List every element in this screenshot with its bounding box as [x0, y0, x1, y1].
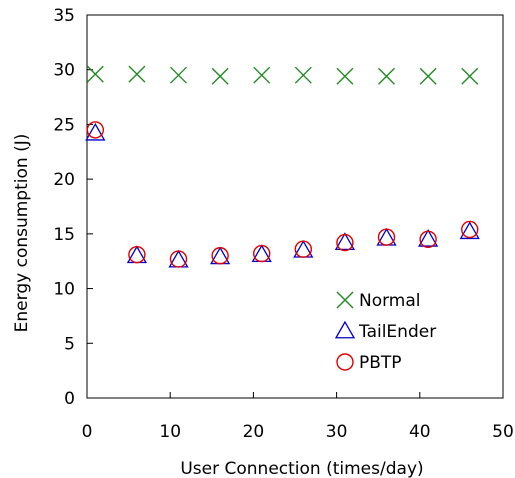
x-tick-label: 10	[159, 422, 181, 442]
legend-marker-normal	[337, 292, 353, 308]
x-tick-label: 50	[492, 422, 514, 442]
y-tick-label: 25	[53, 115, 75, 135]
x-tick-label: 30	[326, 422, 348, 442]
data-point-pbtp	[129, 247, 145, 263]
data-point-normal	[212, 68, 228, 84]
plot-area	[87, 15, 503, 398]
data-point-normal	[129, 66, 145, 82]
x-tick-label: 0	[82, 422, 93, 442]
x-tick-label: 20	[243, 422, 265, 442]
data-point-pbtp	[379, 229, 395, 245]
y-tick-label: 15	[53, 225, 75, 245]
y-tick-label: 30	[53, 61, 75, 81]
data-point-normal	[295, 67, 311, 83]
data-point-normal	[171, 67, 187, 83]
legend-label-pbtp: PBTP	[359, 353, 402, 373]
data-point-pbtp	[212, 248, 228, 264]
x-tick-label: 40	[409, 422, 431, 442]
legend: Normal TailEnder PBTP	[336, 291, 436, 373]
data-point-pbtp	[171, 251, 187, 267]
y-tick-label: 35	[53, 6, 75, 26]
y-axis-label: Energy consumption (J)	[12, 134, 32, 333]
data-markers	[86, 66, 478, 267]
legend-label-normal: Normal	[359, 291, 421, 311]
y-tick-label: 10	[53, 280, 75, 300]
data-point-normal	[87, 66, 103, 82]
data-point-normal	[462, 68, 478, 84]
series-tailender	[86, 124, 478, 267]
data-point-pbtp	[295, 241, 311, 257]
x-axis-label: User Connection (times/day)	[180, 459, 423, 478]
legend-label-tailender: TailEnder	[358, 322, 436, 342]
y-tick-label: 5	[64, 334, 75, 354]
y-tick-label: 0	[64, 389, 75, 409]
data-point-normal	[379, 68, 395, 84]
data-point-normal	[337, 68, 353, 84]
legend-marker-pbtp	[337, 354, 353, 370]
x-axis: 0 10 20 30 40 50	[82, 392, 514, 442]
plot-border	[87, 15, 503, 398]
legend-marker-tailender	[336, 322, 354, 338]
series-normal	[87, 66, 477, 84]
data-point-pbtp	[254, 246, 270, 262]
y-tick-label: 20	[53, 170, 75, 190]
data-point-normal	[420, 68, 436, 84]
data-point-normal	[254, 67, 270, 83]
